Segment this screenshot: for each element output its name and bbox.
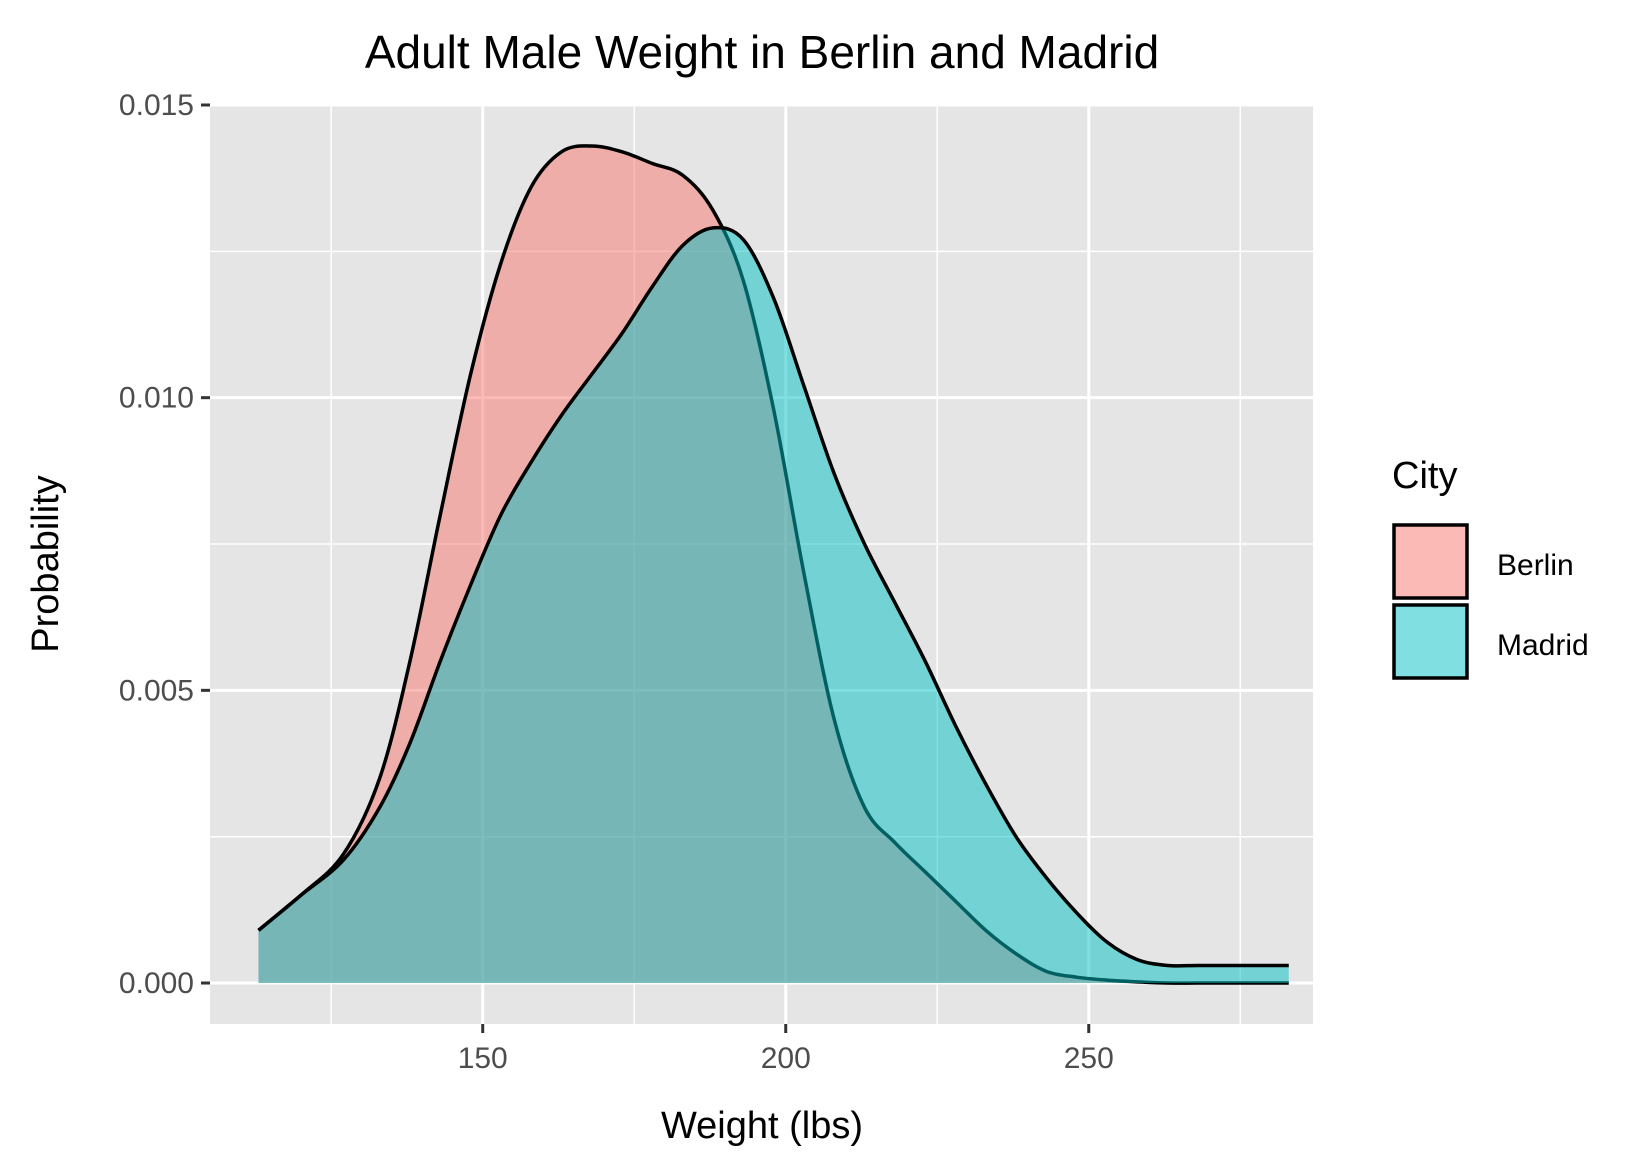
legend-label-berlin: Berlin (1497, 549, 1574, 582)
x-tick-label: 250 (1064, 1042, 1114, 1075)
density-line-madrid (257, 225, 1289, 968)
y-tick-label: 0.000 (119, 967, 194, 1000)
y-axis-title: Probability (25, 475, 67, 652)
legend-key-berlin (1392, 523, 1469, 600)
density-area-madrid (258, 227, 1289, 984)
x-tick-label: 150 (458, 1042, 508, 1075)
y-tick-label: 0.015 (119, 89, 194, 122)
density-areas (257, 144, 1289, 985)
x-axis-title: Weight (lbs) (661, 1105, 863, 1147)
chart-title: Adult Male Weight in Berlin and Madrid (365, 26, 1159, 78)
legend: City Berlin Madrid (1392, 455, 1589, 680)
axes: 150 200 250 0.000 0.005 0.010 0.015 (119, 89, 1114, 1075)
y-tick-label: 0.010 (119, 382, 194, 415)
legend-key-madrid (1392, 603, 1469, 680)
legend-title: City (1392, 455, 1457, 497)
y-tick-label: 0.005 (119, 674, 194, 707)
legend-label-madrid: Madrid (1497, 629, 1589, 662)
x-tick-label: 200 (761, 1042, 811, 1075)
